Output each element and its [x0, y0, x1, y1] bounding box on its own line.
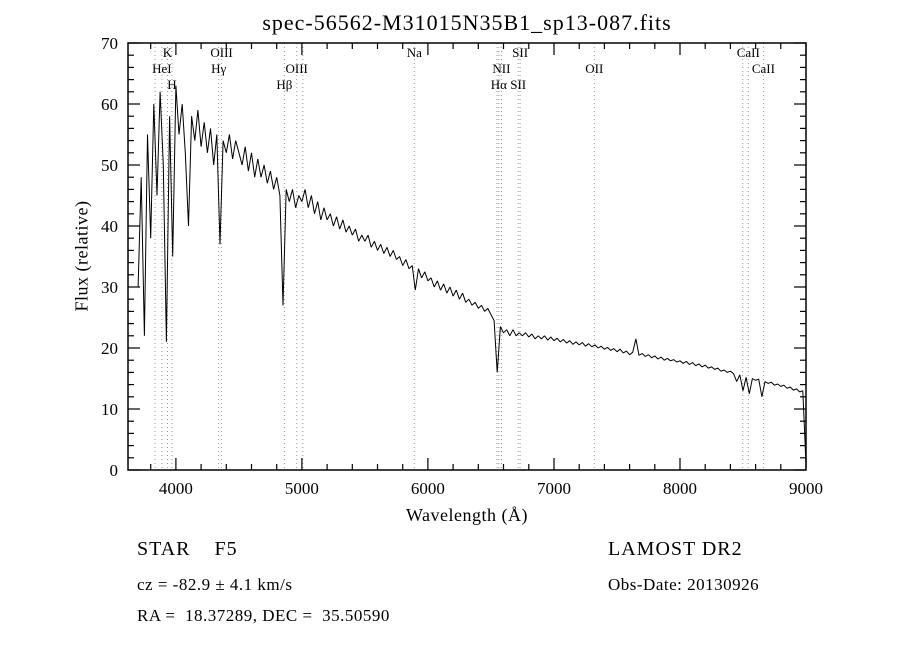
x-axis-tick-label: 7000: [537, 479, 571, 498]
spectral-line-label: Hα: [491, 77, 507, 92]
coordinates-label: RA = 18.37289, DEC = 35.50590: [137, 606, 390, 625]
spectral-line-label: Hγ: [211, 61, 226, 76]
radial-velocity-label: cz = -82.9 ± 4.1 km/s: [137, 575, 293, 594]
survey-label: LAMOST DR2: [608, 538, 743, 560]
x-axis-tick-label: 6000: [411, 479, 445, 498]
spectral-line-label: H: [167, 77, 176, 92]
spectrum-trace: [137, 85, 806, 464]
y-axis-tick-label: 30: [101, 278, 118, 297]
spectral-line-label: CaII: [752, 61, 775, 76]
x-axis-tick-label: 9000: [789, 479, 823, 498]
spectral-line-label: SII: [512, 45, 528, 60]
y-axis-tick-label: 0: [110, 461, 119, 480]
y-axis-tick-label: 40: [101, 217, 118, 236]
x-axis-label: Wavelength (Å): [405, 505, 528, 525]
spectral-line-label: CaII: [737, 45, 760, 60]
spectral-line-label: SII: [510, 77, 526, 92]
y-axis-label: Flux (relative): [71, 200, 92, 312]
x-axis-tick-label: 8000: [663, 479, 697, 498]
x-axis-tick-label: 4000: [159, 479, 193, 498]
spectral-line-label: Hβ: [276, 77, 292, 92]
spectral-line-label: OIII: [210, 45, 232, 60]
object-class-label: STAR F5: [137, 538, 238, 560]
plot-frame: [127, 42, 807, 471]
spectral-line-label: Na: [407, 45, 422, 60]
y-axis-tick-label: 10: [101, 400, 118, 419]
spectral-line-label: OIII: [286, 61, 308, 76]
spectral-line-label: NII: [492, 61, 510, 76]
plot-title: spec-56562-M31015N35B1_sp13-087.fits: [262, 10, 672, 35]
x-axis-tick-label: 5000: [285, 479, 319, 498]
spectral-line-label: OII: [585, 61, 603, 76]
y-axis-tick-label: 60: [101, 95, 118, 114]
y-axis-tick-label: 20: [101, 339, 118, 358]
spectral-line-label: K: [163, 45, 173, 60]
spectral-line-label: HeI: [152, 61, 172, 76]
y-axis-tick-label: 50: [101, 156, 118, 175]
y-axis-tick-label: 70: [101, 34, 118, 53]
obs-date-label: Obs-Date: 20130926: [608, 575, 760, 594]
